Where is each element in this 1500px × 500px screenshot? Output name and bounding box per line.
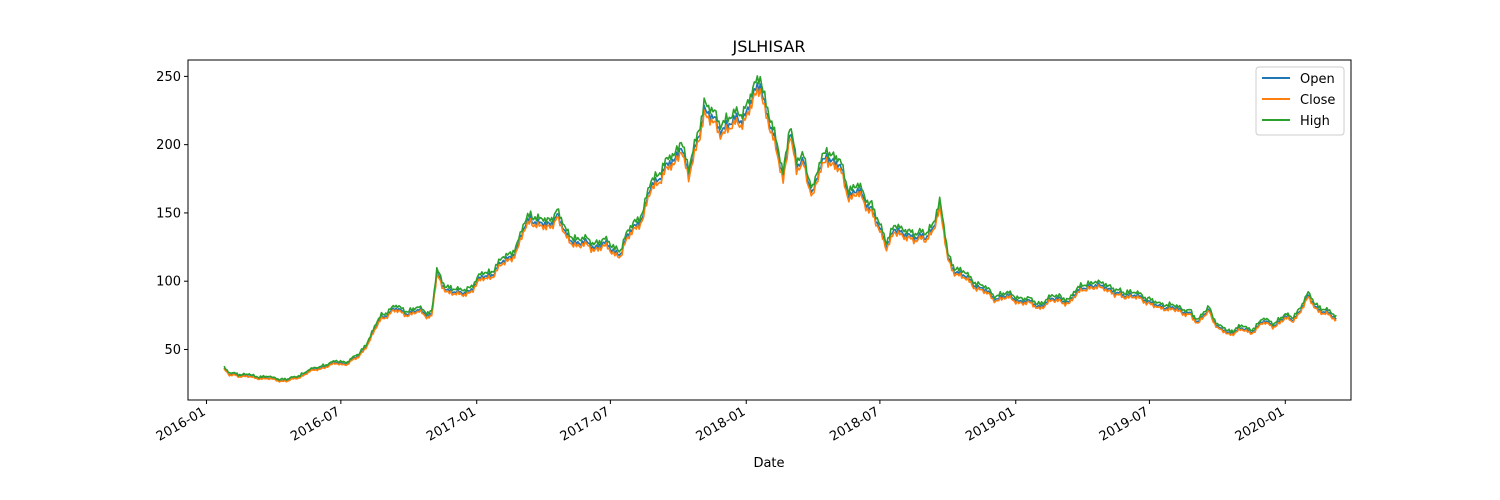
series-line-close: [223, 87, 1337, 383]
y-tick-label: 50: [164, 343, 181, 358]
y-tick-label: 250: [156, 70, 181, 85]
chart-title: JSLHISAR: [731, 37, 805, 56]
series-layer: [223, 75, 1337, 383]
series-line-open: [223, 82, 1337, 383]
series-line-high: [223, 75, 1337, 382]
x-axis-label: Date: [753, 456, 784, 471]
y-axis: 50 100 150 200 250: [156, 70, 188, 358]
legend-label-close: Close: [1300, 93, 1335, 108]
y-tick-label: 100: [156, 275, 181, 290]
legend-label-open: Open: [1300, 72, 1335, 87]
legend-box: [1255, 66, 1345, 136]
legend-label-high: High: [1300, 114, 1330, 129]
y-tick-label: 200: [156, 138, 181, 153]
y-tick-label: 150: [156, 206, 181, 221]
plot-frame: [187, 59, 1352, 401]
legend: Open Close High: [1255, 66, 1345, 136]
